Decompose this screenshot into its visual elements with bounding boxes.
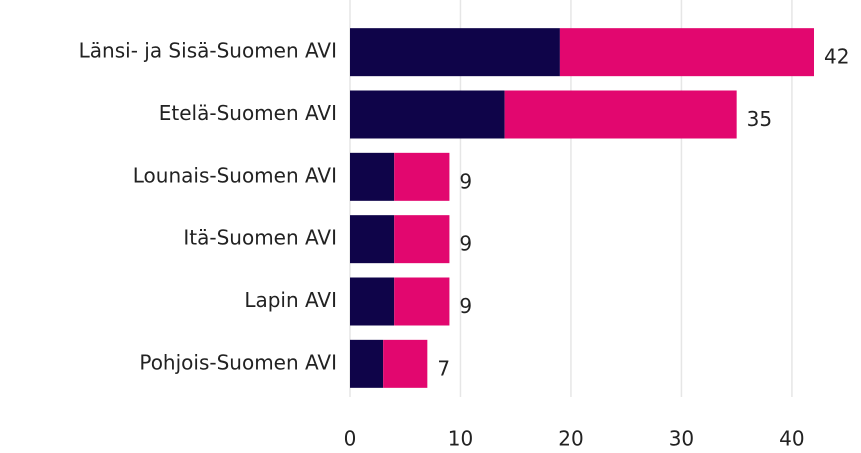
category-label: Itä-Suomen AVI	[183, 226, 337, 250]
total-label: 7	[437, 356, 450, 380]
bar-segment	[350, 152, 395, 201]
bar-segment	[350, 277, 395, 326]
x-tick-label: 30	[669, 427, 694, 451]
category-label: Lounais-Suomen AVI	[133, 163, 337, 187]
bar-segment	[559, 28, 814, 77]
bar-segment	[394, 277, 450, 326]
bar-segment	[350, 339, 384, 388]
bar-segment	[350, 28, 560, 77]
category-label: Pohjois-Suomen AVI	[139, 350, 337, 374]
bar-segment	[394, 215, 450, 264]
category-label: Etelä-Suomen AVI	[159, 101, 337, 125]
bar-segment	[394, 152, 450, 201]
x-tick-label: 10	[448, 427, 473, 451]
bar-segment	[350, 215, 395, 264]
category-label: Länsi- ja Sisä-Suomen AVI	[79, 39, 337, 63]
total-label: 9	[459, 169, 472, 193]
x-tick-label: 40	[779, 427, 804, 451]
total-label: 9	[459, 232, 472, 256]
x-tick-label: 0	[344, 427, 357, 451]
bar-segment	[383, 339, 428, 388]
bar-segment	[350, 90, 505, 139]
bar-segment	[504, 90, 737, 139]
category-label: Lapin AVI	[244, 288, 337, 312]
x-tick-label: 20	[558, 427, 583, 451]
total-label: 42	[824, 45, 849, 69]
total-label: 35	[747, 107, 772, 131]
total-label: 9	[459, 294, 472, 318]
